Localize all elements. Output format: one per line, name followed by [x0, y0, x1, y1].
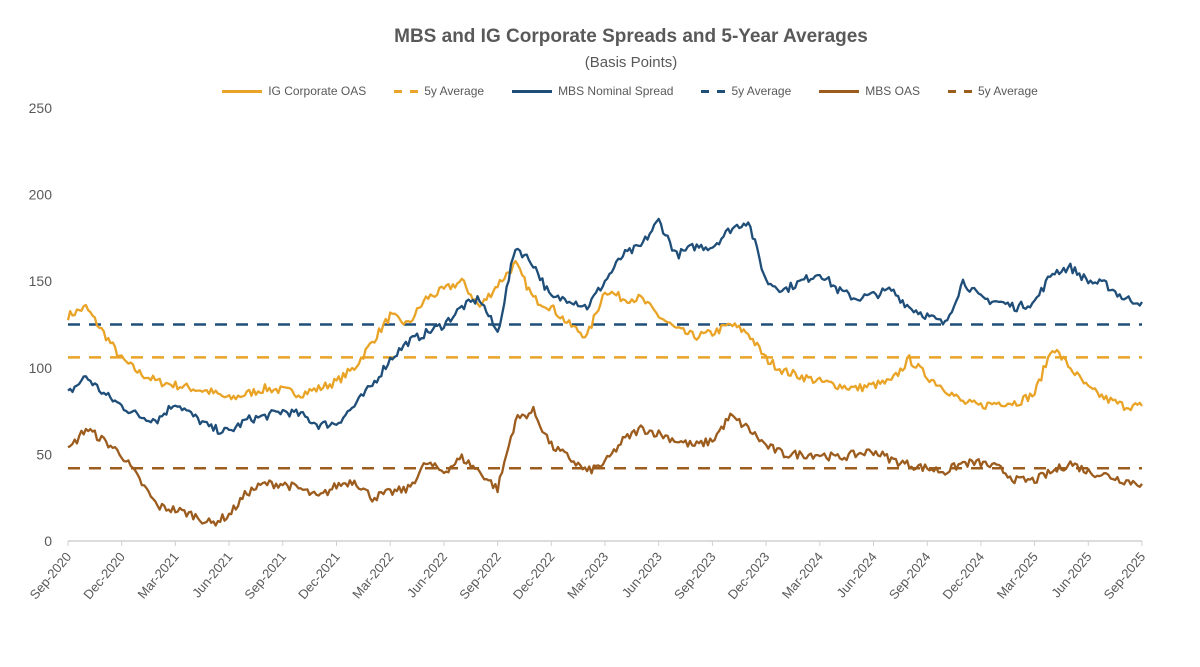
- legend-label: 5y Average: [731, 84, 792, 98]
- legend-swatch: [701, 89, 726, 93]
- legend-swatch: [222, 89, 263, 93]
- legend-swatch: [819, 89, 860, 93]
- legend-item: 5y Average: [394, 84, 484, 98]
- x-tick-label: Dec-2021: [295, 549, 343, 602]
- x-tick-label: Sep-2022: [456, 549, 504, 602]
- y-tick-label: 250: [29, 100, 53, 116]
- series-line-mbs-oas: [67, 405, 1143, 527]
- series-line-mbs-nominal-spread: [67, 217, 1143, 435]
- legend-label: 5y Average: [424, 84, 485, 98]
- legend-item: MBS Nominal Spread: [512, 84, 673, 98]
- legend-swatch: [394, 89, 419, 93]
- x-tick-label: Mar-2025: [994, 549, 1041, 601]
- legend-item: 5y Average: [947, 84, 1038, 98]
- x-tick-label: Sep-2021: [241, 549, 289, 602]
- legend-item: IG Corporate OAS: [222, 84, 366, 98]
- x-tick-label: Mar-2021: [134, 549, 181, 601]
- x-tick-label: Jun-2021: [189, 549, 235, 600]
- y-tick-label: 0: [44, 533, 52, 549]
- x-tick-label: Jun-2023: [619, 549, 665, 600]
- x-tick-label: Mar-2023: [564, 549, 611, 601]
- y-tick-label: 100: [29, 360, 53, 376]
- x-tick-label: Mar-2024: [779, 549, 826, 601]
- x-tick-label: Dec-2022: [510, 549, 558, 602]
- legend-label: IG Corporate OAS: [268, 84, 367, 98]
- x-tick-label: Jun-2025: [1048, 549, 1094, 600]
- x-tick-label: Jun-2022: [404, 549, 450, 600]
- x-tick-label: Dec-2024: [939, 549, 987, 602]
- y-tick-label: 200: [29, 187, 53, 203]
- chart-title: MBS and IG Corporate Spreads and 5-Year …: [394, 26, 868, 47]
- x-tick-label: Sep-2024: [886, 549, 934, 602]
- y-tick-label: 50: [36, 446, 52, 462]
- x-tick-label: Jun-2024: [833, 549, 879, 600]
- legend-item: 5y Average: [701, 84, 791, 98]
- chart-subtitle: (Basis Points): [584, 54, 678, 71]
- legend-swatch: [512, 89, 553, 93]
- x-tick-label: Sep-2023: [671, 549, 719, 602]
- legend-item: MBS OAS: [819, 84, 920, 98]
- legend-label: MBS Nominal Spread: [558, 84, 674, 98]
- x-tick-label: Sep-2020: [27, 549, 75, 602]
- legend-label: MBS OAS: [865, 84, 920, 98]
- legend: IG Corporate OAS 5y Average MBS Nominal Sp…: [120, 84, 1140, 98]
- x-tick-label: Sep-2025: [1101, 549, 1149, 602]
- x-tick-label: Dec-2020: [80, 549, 128, 602]
- x-tick-label: Mar-2022: [349, 549, 396, 601]
- x-tick-label: Dec-2023: [725, 549, 773, 602]
- series-line-ig-corporate-oas: [66, 259, 1143, 412]
- legend-swatch: [947, 89, 972, 93]
- legend-label: 5y Average: [977, 84, 1038, 98]
- y-tick-label: 150: [29, 273, 53, 289]
